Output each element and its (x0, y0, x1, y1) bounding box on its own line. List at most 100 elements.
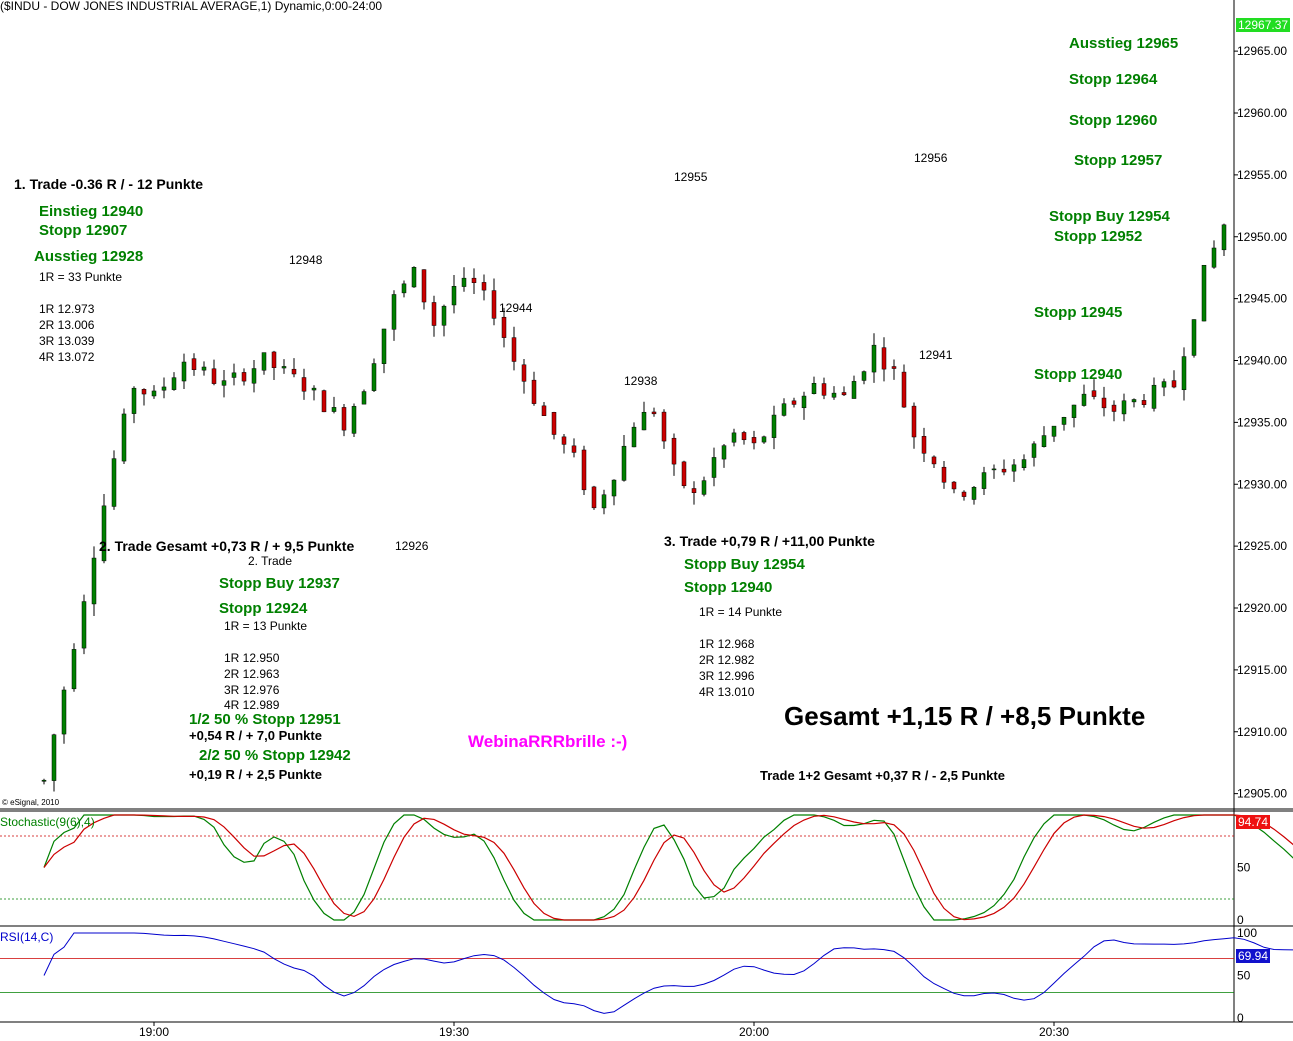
candle-down (491, 290, 497, 319)
candle-down (1141, 400, 1147, 405)
candle-up (151, 390, 157, 397)
trade1-2r: 2R 13.006 (39, 318, 95, 332)
right-exit: Ausstieg 12965 (1069, 35, 1179, 52)
candle-up (861, 371, 867, 381)
candle-up (1181, 356, 1187, 391)
x-tick-label: 19:30 (439, 1025, 469, 1039)
candle-down (891, 366, 897, 369)
candle-down (511, 337, 517, 362)
candle-up (1061, 416, 1067, 425)
rsi-value-tag: 69.94 (1236, 949, 1271, 963)
candle-up (621, 445, 627, 481)
candle-down (821, 383, 827, 396)
candle-up (1121, 400, 1127, 415)
candle-up (721, 445, 727, 460)
candle-up (701, 480, 707, 495)
trade1-4r: 4R 13.072 (39, 350, 95, 364)
rsi-tick-label: 0 (1237, 1011, 1244, 1025)
candle-down (1001, 468, 1007, 473)
candle-down (1101, 397, 1107, 409)
candle-down (291, 368, 297, 375)
rsi-tick-label: 100 (1237, 926, 1257, 940)
candle-up (1221, 224, 1227, 251)
candle-down (471, 277, 477, 283)
y-tick-label: 12905.00 (1237, 787, 1287, 801)
candle-down (911, 405, 917, 438)
trade1-title: 1. Trade -0.36 R / - 12 Punkte (14, 176, 204, 192)
candle-down (921, 436, 927, 454)
candle-up (781, 403, 787, 416)
trade2-3r: 3R 12.976 (224, 683, 280, 697)
trade2-4r: 4R 12.989 (224, 698, 280, 712)
candle-up (711, 457, 717, 478)
candle-up (401, 283, 407, 294)
candle-up (311, 387, 317, 391)
candle-up (441, 305, 447, 326)
candle-up (51, 734, 57, 781)
price-label-high-4: 12955 (674, 170, 708, 184)
rsi-line (43, 932, 1293, 1014)
copyright-note: © eSignal, 2010 (2, 798, 60, 807)
candle-down (271, 351, 277, 368)
candle-down (751, 437, 757, 444)
trade1-exit: Ausstieg 12928 (34, 248, 144, 265)
candle-up (261, 352, 267, 371)
price-label-high-1: 12948 (289, 253, 323, 267)
trade2-r: 1R = 13 Punkte (224, 619, 308, 633)
x-tick-label: 19:00 (139, 1025, 169, 1039)
candle-up (371, 363, 377, 391)
trade3-r: 1R = 14 Punkte (699, 605, 783, 619)
trade1-entry: Einstieg 12940 (39, 203, 144, 220)
trade2-half1-result: +0,54 R / + 7,0 Punkte (189, 728, 322, 743)
trade12-result: Trade 1+2 Gesamt +0,37 R / - 2,5 Punkte (760, 768, 1005, 783)
candle-up (601, 494, 607, 509)
candle-down (1091, 390, 1097, 397)
stochastic-value-tag: 94.74 (1236, 815, 1271, 829)
candle-down (841, 392, 847, 396)
candle-up (81, 601, 87, 649)
x-tick-label: 20:30 (1039, 1025, 1069, 1039)
candle-up (41, 779, 47, 782)
stochastic-label: Stochastic(9(6),4) (0, 815, 95, 829)
candle-up (61, 689, 67, 735)
trade3-stop: Stopp 12940 (684, 579, 773, 596)
candle-up (201, 366, 207, 371)
candle-down (521, 364, 527, 382)
price-label-low-1: 12926 (395, 539, 429, 553)
candle-down (681, 461, 687, 487)
candle-up (761, 436, 767, 443)
trade3-title: 3. Trade +0,79 R / +11,00 Punkte (664, 533, 875, 549)
candle-up (171, 377, 177, 390)
trade2-half1: 1/2 50 % Stopp 12951 (189, 711, 341, 728)
y-tick-label: 12915.00 (1237, 663, 1287, 677)
candle-up (1191, 319, 1197, 356)
candle-down (191, 358, 197, 370)
candle-down (691, 488, 697, 493)
candle-down (671, 437, 677, 465)
candle-up (971, 486, 977, 500)
y-tick-label: 12925.00 (1237, 539, 1287, 553)
right-stop-4: Stopp 12952 (1054, 228, 1143, 245)
candle-up (1201, 264, 1207, 322)
candle-down (571, 445, 577, 453)
candle-up (351, 406, 357, 434)
candle-up (361, 391, 367, 405)
candle-down (531, 379, 537, 404)
candle-down (321, 390, 327, 413)
right-stop-buy: Stopp Buy 12954 (1049, 208, 1170, 225)
candle-up (801, 395, 807, 409)
last-price-tag: 12967.37 (1236, 18, 1291, 32)
candle-up (281, 366, 287, 369)
candle-up (331, 407, 337, 412)
candle-up (1071, 404, 1077, 418)
stochastic-tick-label: 0 (1237, 913, 1244, 927)
right-stop-3: Stopp 12957 (1074, 152, 1163, 169)
candle-up (451, 286, 457, 306)
candle-down (141, 389, 147, 395)
price-label-high-3: 12938 (624, 374, 658, 388)
candle-up (771, 414, 777, 438)
candle-up (1161, 381, 1167, 388)
candle-down (421, 269, 427, 303)
candle-up (1031, 443, 1037, 458)
